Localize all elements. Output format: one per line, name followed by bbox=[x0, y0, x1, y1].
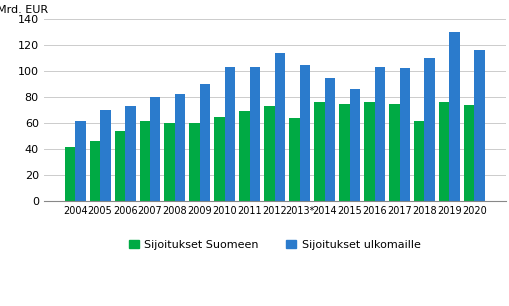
Bar bbox=[423, 58, 434, 201]
Bar bbox=[374, 67, 384, 201]
Text: Mrd. EUR: Mrd. EUR bbox=[0, 5, 48, 15]
Bar bbox=[164, 123, 175, 201]
Bar bbox=[189, 123, 200, 201]
Bar bbox=[388, 104, 399, 201]
Bar bbox=[239, 111, 249, 201]
Legend: Sijoitukset Suomeen, Sijoitukset ulkomaille: Sijoitukset Suomeen, Sijoitukset ulkomai… bbox=[124, 235, 425, 254]
Bar bbox=[324, 77, 334, 201]
Bar bbox=[150, 97, 160, 201]
Bar bbox=[75, 121, 86, 201]
Bar bbox=[399, 69, 409, 201]
Bar bbox=[90, 141, 100, 201]
Bar bbox=[175, 95, 185, 201]
Bar bbox=[274, 53, 285, 201]
Bar bbox=[289, 118, 299, 201]
Bar bbox=[139, 121, 150, 201]
Bar bbox=[249, 67, 260, 201]
Bar bbox=[299, 65, 309, 201]
Bar bbox=[65, 147, 75, 201]
Bar bbox=[100, 110, 110, 201]
Bar bbox=[473, 50, 484, 201]
Bar bbox=[224, 67, 235, 201]
Bar bbox=[413, 121, 423, 201]
Bar bbox=[463, 105, 473, 201]
Bar bbox=[115, 131, 125, 201]
Bar bbox=[125, 106, 135, 201]
Bar bbox=[448, 32, 459, 201]
Bar bbox=[264, 106, 274, 201]
Bar bbox=[314, 102, 324, 201]
Bar bbox=[200, 84, 210, 201]
Bar bbox=[214, 117, 224, 201]
Bar bbox=[363, 102, 374, 201]
Bar bbox=[438, 102, 448, 201]
Bar bbox=[338, 104, 349, 201]
Bar bbox=[349, 89, 359, 201]
